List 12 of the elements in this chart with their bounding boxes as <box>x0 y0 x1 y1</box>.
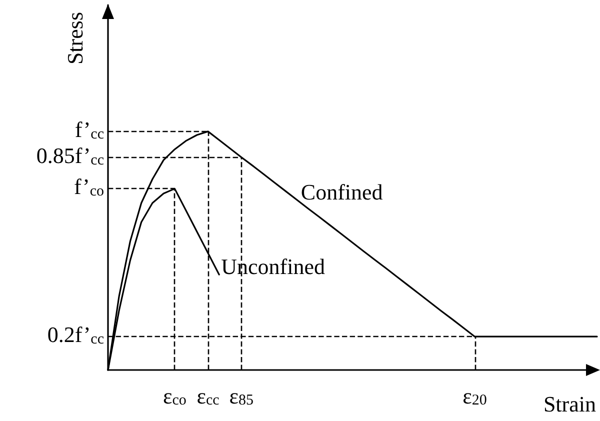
x-tick-label: ε20 <box>462 384 487 408</box>
ref-line-label: 0.2f’cc <box>47 322 104 348</box>
x-axis-title: Strain <box>543 392 596 416</box>
y-axis-title: Stress <box>62 12 88 65</box>
ref-line-label: f’co <box>74 174 104 200</box>
series-label: Unconfined <box>221 254 325 280</box>
x-tick-label: ε85 <box>229 384 254 408</box>
x-tick-label: εco <box>162 384 186 408</box>
ref-line-label: 0.85f’cc <box>36 143 104 169</box>
ref-line-label: f’cc <box>74 116 104 142</box>
series-label: Confined <box>300 179 383 204</box>
x-tick-label: εcc <box>196 384 220 408</box>
